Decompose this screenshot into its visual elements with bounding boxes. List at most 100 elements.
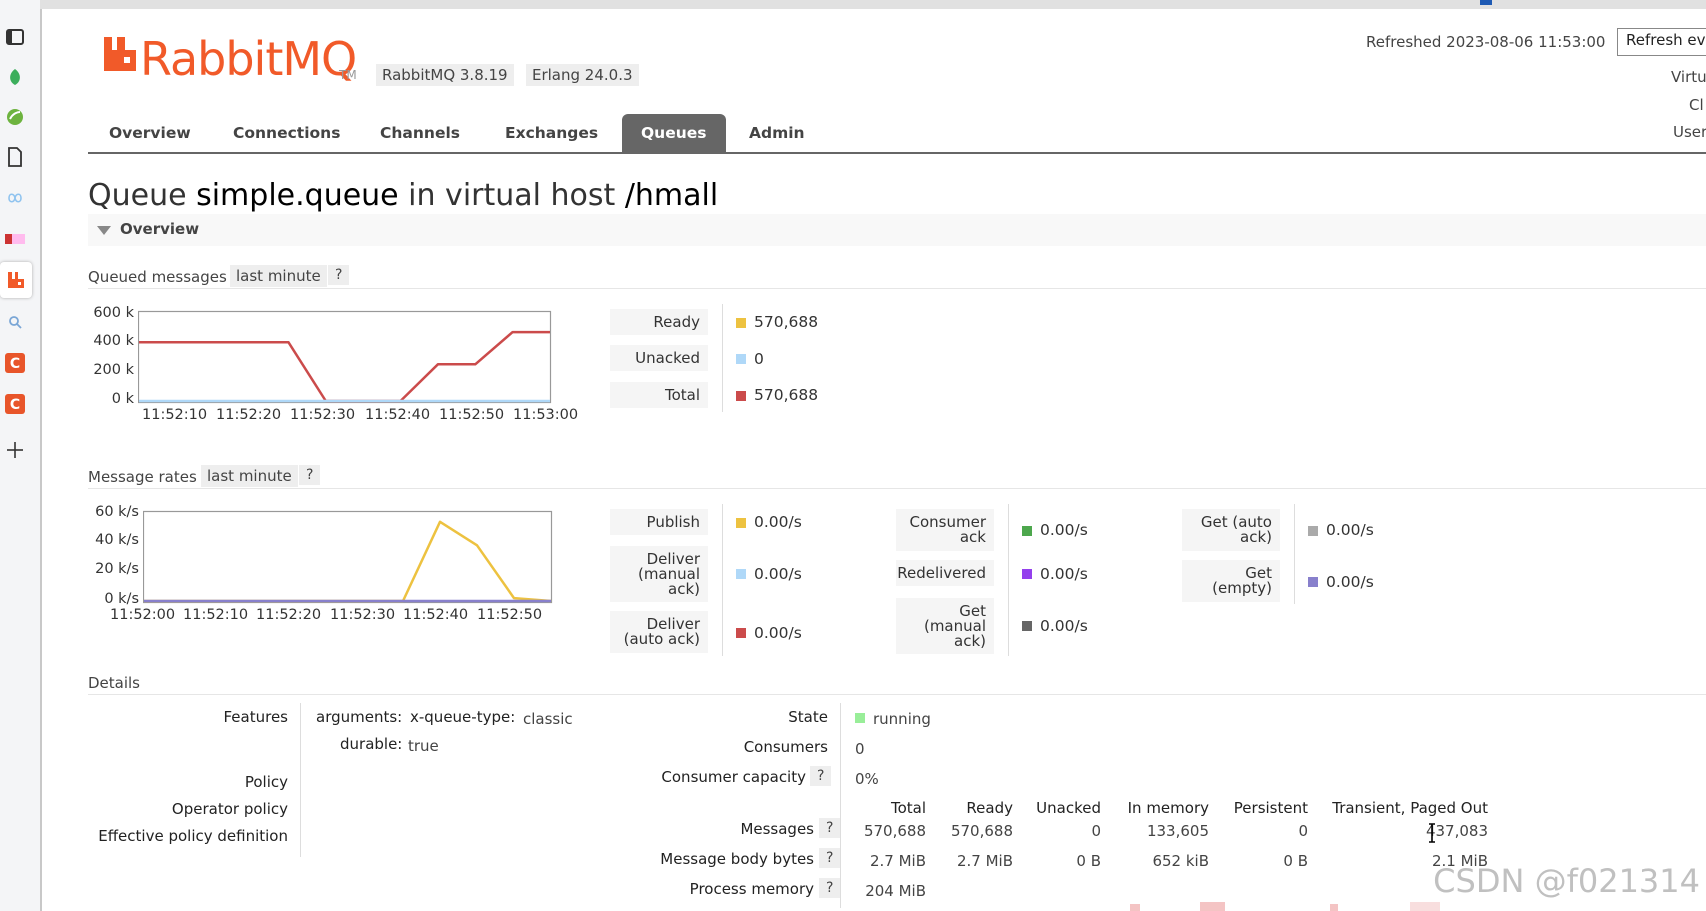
state-label: State bbox=[788, 708, 828, 726]
legend-label-deliver-manual-ack: Deliver (manual ack) bbox=[610, 546, 708, 602]
spring-icon[interactable] bbox=[5, 107, 25, 127]
messages-label: Messages bbox=[740, 820, 814, 838]
page-title: Queue simple.queue in virtual host /hmal… bbox=[88, 178, 718, 213]
arg-key: x-queue-type: bbox=[410, 708, 516, 726]
x-tick-label: 11:52:40 bbox=[365, 407, 431, 423]
message-body-bytes-label: Message body bytes bbox=[660, 850, 814, 868]
x-tick-label: 11:53:00 bbox=[513, 407, 579, 423]
column-header: Unacked bbox=[1036, 799, 1101, 817]
y-tick-label: 20 k/s bbox=[95, 561, 139, 577]
x-tick-label: 11:52:50 bbox=[477, 607, 543, 623]
table-cell: 0 bbox=[1091, 822, 1101, 840]
rates-help-button[interactable]: ? bbox=[299, 465, 321, 485]
legend-swatch bbox=[1022, 526, 1032, 536]
get-manual-rate: 0.00/s bbox=[1040, 617, 1088, 635]
table-cell: 0 B bbox=[1283, 852, 1308, 870]
refreshed-timestamp: Refreshed 2023-08-06 11:53:00 bbox=[1366, 33, 1606, 51]
section-title: Overview bbox=[120, 220, 200, 238]
table-cell: 570,688 bbox=[950, 822, 1013, 840]
table-cell: 652 kiB bbox=[1152, 852, 1209, 870]
logo-trademark: TM bbox=[339, 68, 357, 82]
table-cell: 2.7 MiB bbox=[869, 852, 926, 870]
column-header: Persistent bbox=[1233, 799, 1308, 817]
state-value: running bbox=[873, 710, 931, 728]
legend-swatch bbox=[1308, 577, 1318, 587]
search-icon[interactable] bbox=[5, 312, 25, 332]
cluster-label: Cl bbox=[1689, 96, 1704, 114]
x-tick-label: 11:52:20 bbox=[256, 607, 322, 623]
queued-range-selector[interactable]: last minute bbox=[230, 265, 327, 287]
browser-indicator bbox=[1480, 0, 1492, 5]
capacity-help-button[interactable]: ? bbox=[810, 766, 832, 786]
bytes-help-button[interactable]: ? bbox=[819, 848, 841, 868]
effective-policy-label: Effective policy definition bbox=[98, 827, 288, 845]
policy-label: Policy bbox=[244, 773, 288, 791]
arguments-label: arguments: bbox=[316, 708, 403, 726]
legend-label-get-empty: Get (empty) bbox=[1182, 560, 1280, 602]
c-icon[interactable]: C bbox=[5, 353, 25, 373]
legend-swatch bbox=[736, 569, 746, 579]
memory-help-button[interactable]: ? bbox=[819, 878, 841, 898]
redelivered-rate: 0.00/s bbox=[1040, 565, 1088, 583]
tab-overview[interactable]: Overview bbox=[109, 124, 191, 142]
panel-icon[interactable] bbox=[5, 27, 25, 47]
durable-value: true bbox=[408, 737, 439, 755]
features-label: Features bbox=[223, 708, 289, 726]
x-tick-label: 11:52:00 bbox=[110, 607, 176, 623]
tab-queues[interactable]: Queues bbox=[622, 114, 726, 152]
column-header: Transient, Paged Out bbox=[1332, 799, 1488, 817]
state-swatch bbox=[855, 713, 865, 723]
overview-section-toggle[interactable]: Overview bbox=[88, 214, 1706, 246]
leaf-icon[interactable] bbox=[5, 67, 25, 87]
tab-admin[interactable]: Admin bbox=[749, 124, 805, 142]
file-icon[interactable] bbox=[5, 147, 25, 167]
publish-rate: 0.00/s bbox=[754, 513, 802, 531]
refresh-interval-select[interactable]: Refresh every 5 seconds bbox=[1617, 28, 1706, 56]
consumers-label: Consumers bbox=[743, 738, 828, 756]
svg-text:C: C bbox=[10, 356, 20, 372]
legend-label-consumer-ack: Consumer ack bbox=[896, 509, 994, 551]
tab-channels[interactable]: Channels bbox=[380, 124, 460, 142]
rabbitmq-icon[interactable] bbox=[0, 262, 32, 298]
title-middle: in virtual host bbox=[398, 178, 625, 213]
rates-range-selector[interactable]: last minute bbox=[201, 465, 298, 487]
table-cell: 0 B bbox=[1076, 852, 1101, 870]
consumer-capacity-label: Consumer capacity bbox=[661, 768, 806, 786]
divider bbox=[88, 488, 1706, 489]
consumers-value: 0 bbox=[855, 740, 865, 758]
legend-label-get-manual-ack: Get (manual ack) bbox=[896, 598, 994, 654]
messages-help-button[interactable]: ? bbox=[819, 818, 841, 838]
x-tick-label: 11:52:10 bbox=[183, 607, 249, 623]
version-badge: RabbitMQ 3.8.19 bbox=[376, 64, 514, 86]
y-tick-label: 0 k bbox=[111, 391, 134, 407]
partial-red-text-decoration bbox=[1130, 902, 1440, 911]
deliver-manual-rate: 0.00/s bbox=[754, 565, 802, 583]
flag-icon[interactable] bbox=[5, 229, 25, 249]
queued-help-button[interactable]: ? bbox=[328, 265, 350, 285]
arg-value: classic bbox=[523, 710, 573, 728]
legend-swatch bbox=[736, 628, 746, 638]
text-cursor-icon bbox=[1429, 823, 1435, 843]
details-label: Details bbox=[88, 674, 141, 692]
tab-underline bbox=[88, 152, 1706, 154]
tab-exchanges[interactable]: Exchanges bbox=[505, 124, 599, 142]
operator-policy-label: Operator policy bbox=[171, 800, 288, 818]
plus-icon[interactable] bbox=[5, 440, 25, 460]
legend-label-deliver-auto-ack: Deliver (auto ack) bbox=[610, 611, 708, 653]
legend-swatch bbox=[1022, 569, 1032, 579]
x-tick-label: 11:52:20 bbox=[216, 407, 282, 423]
x-tick-label: 11:52:30 bbox=[330, 607, 396, 623]
queued-messages-label: Queued messages bbox=[88, 268, 227, 286]
series-line-total bbox=[139, 330, 550, 403]
total-count: 570,688 bbox=[754, 386, 819, 404]
c-icon[interactable]: C bbox=[5, 394, 25, 414]
infinity-icon[interactable] bbox=[5, 188, 25, 208]
erlang-badge: Erlang 24.0.3 bbox=[526, 64, 639, 86]
table-cell: 570,688 bbox=[863, 822, 926, 840]
x-tick-label: 11:52:10 bbox=[142, 407, 208, 423]
tab-connections[interactable]: Connections bbox=[233, 124, 341, 142]
divider bbox=[88, 288, 1706, 289]
message-rates-label: Message rates bbox=[88, 468, 197, 486]
logo-text: RabbitMQ bbox=[140, 32, 357, 86]
rabbitmq-logo-icon[interactable] bbox=[103, 36, 137, 86]
